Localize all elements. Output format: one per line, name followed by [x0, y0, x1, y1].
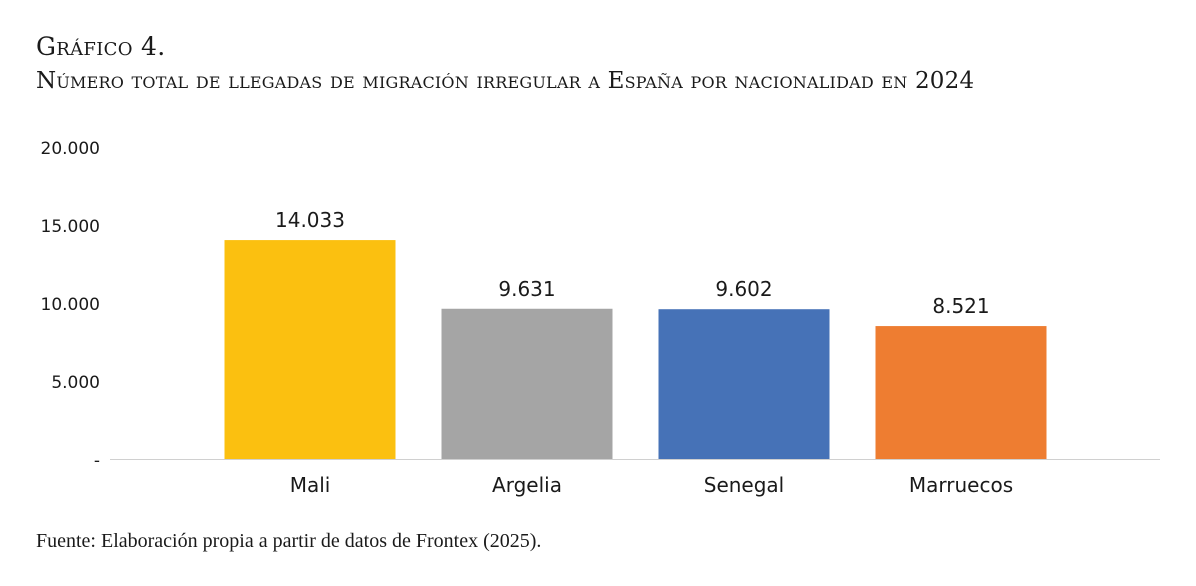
chart-title: Número total de llegadas de migración ir…	[36, 68, 975, 94]
x-tick-label-senegal: Senegal	[704, 473, 785, 497]
data-label-senegal: 9.602	[715, 277, 772, 301]
data-label-mali: 14.033	[275, 208, 345, 232]
y-tick-label: -	[94, 451, 100, 471]
figure-heading: Gráfico 4. Número total de llegadas de m…	[36, 30, 974, 98]
data-label-argelia: 9.631	[498, 277, 555, 301]
y-tick-label: 5.000	[51, 373, 100, 393]
y-tick-label: 20.000	[41, 139, 100, 159]
source-note: Fuente: Elaboración propia a partir de d…	[36, 530, 542, 552]
bars	[224, 240, 1047, 459]
x-axis: Mali Argelia Senegal Marruecos	[110, 459, 1160, 497]
bar-mali	[224, 240, 396, 459]
bar-marruecos	[875, 326, 1047, 459]
y-tick-label: 15.000	[41, 217, 100, 237]
x-tick-label-marruecos: Marruecos	[909, 473, 1013, 497]
data-label-marruecos: 8.521	[932, 294, 989, 318]
y-axis: - 5.000 10.000 15.000 20.000	[41, 139, 100, 471]
bar-chart: - 5.000 10.000 15.000 20.000 14.033 9.631 9.60…	[41, 139, 1160, 497]
y-tick-label: 10.000	[41, 295, 100, 315]
bar-senegal	[658, 309, 830, 459]
figure-label: Gráfico 4.	[36, 32, 166, 61]
x-tick-label-mali: Mali	[290, 473, 331, 497]
data-labels: 14.033 9.631 9.602 8.521	[275, 208, 990, 318]
x-tick-label-argelia: Argelia	[492, 473, 562, 497]
bar-argelia	[441, 308, 613, 459]
